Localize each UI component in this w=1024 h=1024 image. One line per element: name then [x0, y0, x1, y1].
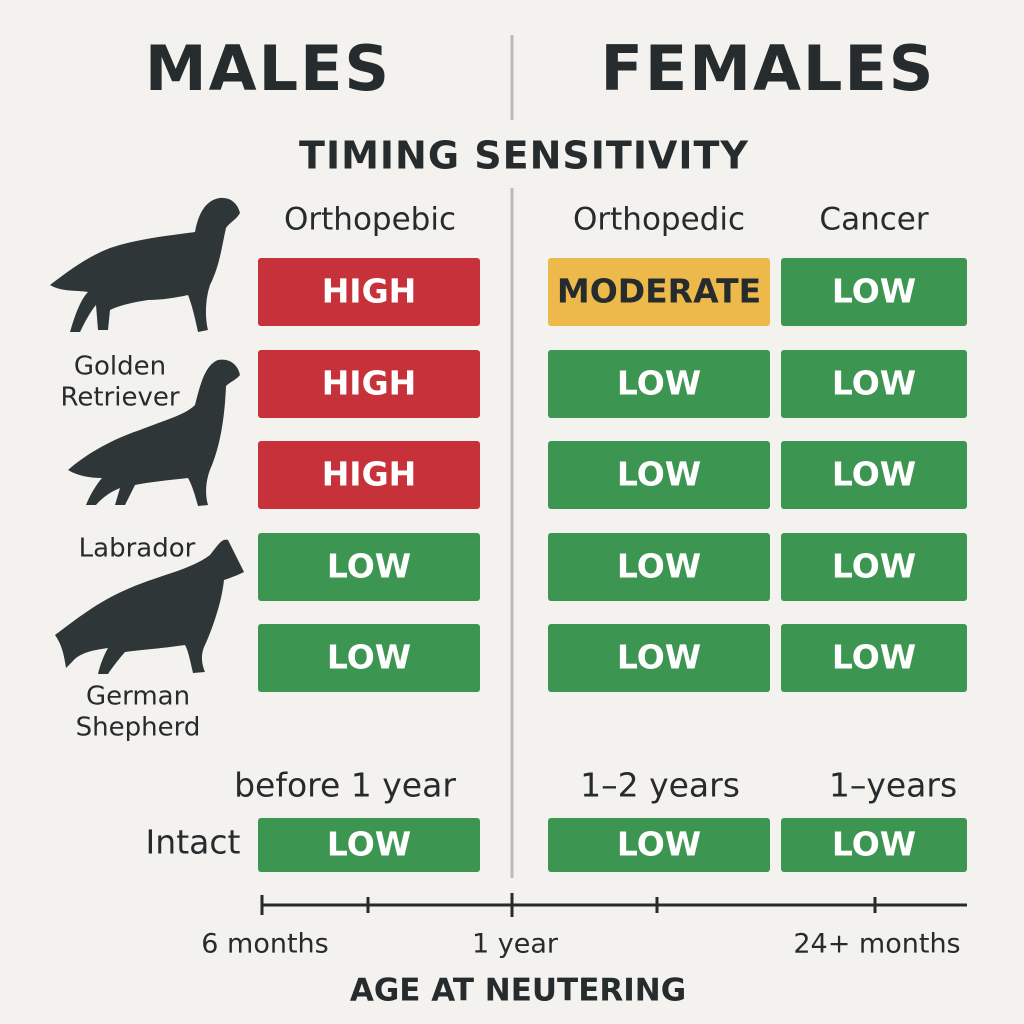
males-heading: MALES — [145, 32, 391, 105]
breed-label: German — [86, 682, 190, 712]
period-label: 1–years — [829, 766, 957, 805]
risk-cell — [548, 258, 770, 326]
dog-icon — [68, 359, 240, 506]
breed-label: Shepherd — [76, 713, 201, 743]
risk-label: HIGH — [322, 455, 417, 494]
risk-label: LOW — [617, 825, 701, 864]
risk-cell — [781, 258, 967, 326]
column-header: Orthopebic — [284, 202, 456, 238]
axis — [260, 893, 967, 917]
risk-cell — [548, 533, 770, 601]
risk-cell — [548, 818, 770, 872]
risk-cell — [258, 624, 480, 692]
risk-label: MODERATE — [557, 272, 761, 311]
dog-icon — [55, 539, 244, 674]
risk-label: LOW — [617, 455, 701, 494]
axis-label: 6 months — [201, 929, 328, 960]
risk-cell — [258, 818, 480, 872]
risk-label: LOW — [327, 638, 411, 677]
risk-label: LOW — [832, 825, 916, 864]
risk-cell — [781, 350, 967, 418]
risk-label: LOW — [617, 364, 701, 403]
risk-label: HIGH — [322, 272, 417, 311]
risk-cell — [781, 818, 967, 872]
risk-cell — [548, 350, 770, 418]
risk-label: LOW — [832, 547, 916, 586]
females-heading: FEMALES — [601, 32, 936, 105]
intact-label: Intact — [146, 823, 241, 862]
risk-label: LOW — [617, 547, 701, 586]
risk-label: LOW — [832, 455, 916, 494]
risk-label: LOW — [617, 638, 701, 677]
risk-cell — [781, 624, 967, 692]
period-label: before 1 year — [234, 766, 456, 805]
dog-icon — [50, 197, 240, 332]
risk-cell — [548, 441, 770, 509]
risk-label: LOW — [832, 364, 916, 403]
breed-label: Labrador — [79, 534, 196, 564]
risk-label: LOW — [327, 547, 411, 586]
risk-cell — [258, 441, 480, 509]
risk-label: LOW — [832, 272, 916, 311]
risk-cell — [781, 441, 967, 509]
risk-cell — [258, 258, 480, 326]
period-label: 1–2 years — [580, 766, 740, 805]
axis-label: 24+ months — [793, 929, 960, 960]
risk-label: LOW — [832, 638, 916, 677]
column-header: Orthopedic — [573, 202, 745, 238]
risk-label: LOW — [327, 825, 411, 864]
risk-cell — [548, 624, 770, 692]
breed-label: Golden — [74, 352, 166, 382]
subtitle: TIMING SENSITIVITY — [299, 134, 749, 178]
axis-title: AGE AT NEUTERING — [350, 973, 686, 1009]
dog-icons — [50, 197, 244, 674]
risk-cell — [258, 533, 480, 601]
risk-cell — [258, 350, 480, 418]
breed-label: Retriever — [60, 383, 179, 413]
column-header: Cancer — [819, 202, 928, 238]
risk-label: HIGH — [322, 364, 417, 403]
axis-label: 1 year — [472, 929, 559, 960]
risk-cell — [781, 533, 967, 601]
